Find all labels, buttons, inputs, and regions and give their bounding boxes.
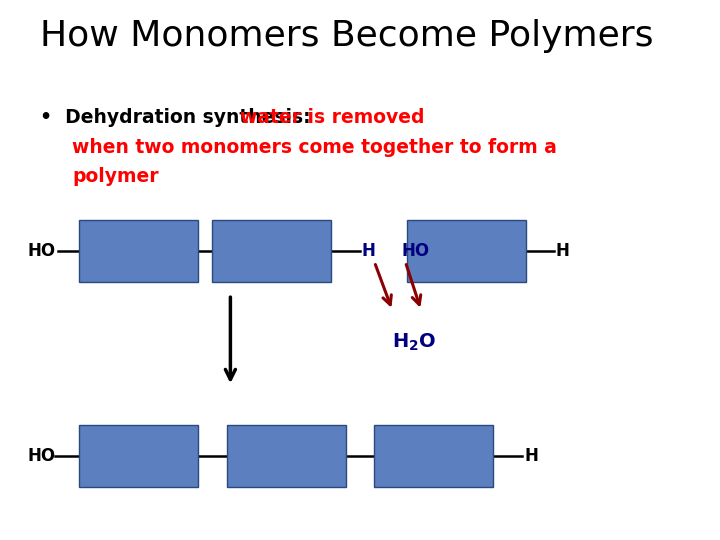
Bar — [79, 426, 198, 487]
Text: HO: HO — [27, 242, 55, 260]
Bar — [227, 426, 346, 487]
Bar — [374, 426, 493, 487]
Text: polymer: polymer — [72, 167, 158, 186]
Text: water is removed: water is removed — [240, 108, 424, 127]
Bar — [407, 220, 526, 282]
Text: H: H — [361, 242, 375, 260]
Text: $\mathbf{H_2O}$: $\mathbf{H_2O}$ — [392, 332, 436, 353]
Text: when two monomers come together to form a: when two monomers come together to form … — [72, 138, 557, 157]
Text: How Monomers Become Polymers: How Monomers Become Polymers — [40, 19, 653, 53]
Bar — [79, 220, 198, 282]
Text: •  Dehydration synthesis:: • Dehydration synthesis: — [40, 108, 317, 127]
Text: H: H — [524, 447, 538, 465]
Text: HO: HO — [27, 447, 55, 465]
Text: H: H — [556, 242, 570, 260]
Bar — [212, 220, 331, 282]
Text: HO: HO — [402, 242, 430, 260]
